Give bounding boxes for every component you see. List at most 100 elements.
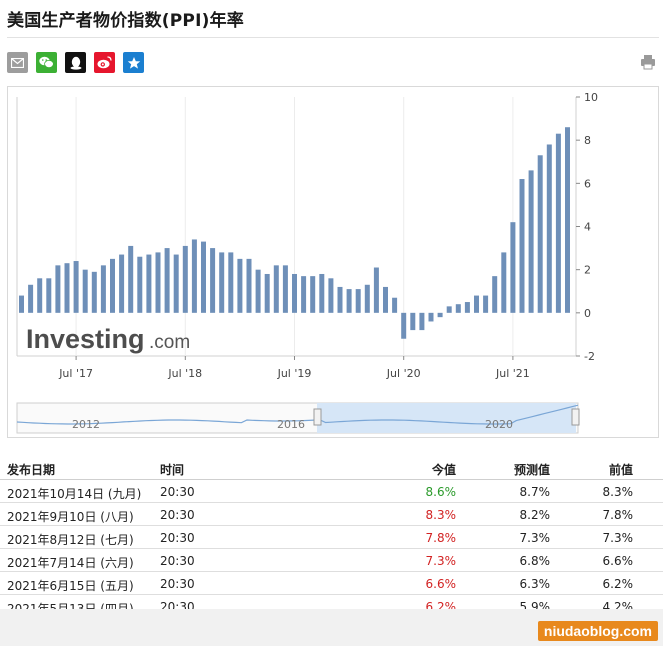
- navigator-selection: [317, 403, 576, 433]
- share-bar: [7, 52, 144, 73]
- ppi-bar: [191, 239, 197, 313]
- ppi-bar: [510, 222, 516, 313]
- x-tick-label: Jul '21: [495, 367, 530, 380]
- ppi-bar: [137, 256, 143, 313]
- ppi-bar: [173, 254, 179, 313]
- ppi-bar: [210, 248, 216, 313]
- weibo-share-button[interactable]: [94, 52, 115, 73]
- ppi-bar: [328, 278, 334, 313]
- ppi-bar: [310, 276, 316, 313]
- ppi-bar: [201, 241, 206, 313]
- row-forecast: 7.3%: [519, 531, 551, 545]
- email-share-button[interactable]: [7, 52, 28, 73]
- row-date: 2021年6月15日 (五月): [7, 579, 134, 593]
- row-previous: 7.3%: [602, 531, 634, 545]
- ppi-bar: [237, 258, 243, 313]
- ppi-bar: [373, 267, 379, 313]
- ppi-bar: [64, 263, 70, 313]
- ppi-bar: [401, 312, 407, 339]
- row-actual: 8.6%: [425, 485, 457, 499]
- x-tick-label: Jul '19: [277, 367, 312, 380]
- ppi-bar: [464, 302, 470, 313]
- navigator-year-label: 2020: [485, 418, 513, 431]
- favorite-share-button[interactable]: [123, 52, 144, 73]
- ppi-bar: [100, 265, 106, 313]
- table-row: 2021年7月14日 (六月) 20:30 7.3% 6.8% 6.6%: [0, 549, 663, 572]
- ppi-bar: [319, 273, 325, 313]
- ppi-bar: [119, 254, 125, 313]
- ppi-bar: [519, 179, 525, 313]
- qq-share-button[interactable]: [65, 52, 86, 73]
- y-tick-label: 8: [584, 134, 591, 147]
- y-tick-label: -2: [584, 350, 595, 363]
- ppi-bar: [273, 265, 279, 313]
- ppi-bar: [437, 312, 443, 318]
- navigator-year-label: 2016: [277, 418, 305, 431]
- row-actual: 6.6%: [425, 577, 457, 591]
- ppi-bar: [364, 284, 370, 313]
- investing-logo-suffix: .com: [149, 332, 190, 353]
- ppi-bar: [555, 133, 561, 313]
- ppi-bar: [128, 245, 134, 313]
- row-forecast: 6.3%: [519, 577, 551, 591]
- ppi-bar: [483, 295, 489, 313]
- y-tick-label: 4: [584, 221, 591, 234]
- ppi-bar: [419, 312, 425, 331]
- ppi-bar: [73, 261, 79, 313]
- ppi-bar: [282, 265, 288, 313]
- wechat-share-button[interactable]: [36, 52, 57, 73]
- ppi-bar: [28, 284, 34, 313]
- row-date: 2021年8月12日 (七月): [7, 533, 134, 547]
- row-previous: 6.6%: [602, 554, 634, 568]
- row-date: 2021年9月10日 (八月): [7, 510, 134, 524]
- table-row: 2021年6月15日 (五月) 20:30 6.6% 6.3% 6.2%: [0, 572, 663, 595]
- ppi-bar: [292, 273, 297, 313]
- header-date: 发布日期: [7, 463, 56, 477]
- x-tick-label: Jul '20: [386, 367, 421, 380]
- ppi-bar: [19, 295, 24, 313]
- ppi-bar: [346, 289, 352, 313]
- ppi-bar: [301, 276, 307, 313]
- ppi-bar: [392, 297, 398, 313]
- ppi-bar: [164, 248, 170, 313]
- ppi-bar: [383, 286, 388, 313]
- ppi-bar-chart: 10 8 6 4 2 0 -2 Jul '17 Jul '18 Jul '19 Jul '20 Jul…: [16, 91, 598, 434]
- row-forecast: 8.7%: [519, 485, 551, 499]
- header-actual: 今值: [431, 463, 456, 477]
- site-watermark: niudaoblog.com: [537, 621, 658, 641]
- row-time: 20:30: [160, 531, 195, 545]
- ppi-bar: [246, 258, 252, 313]
- ppi-bar: [37, 278, 43, 313]
- row-time: 20:30: [160, 554, 195, 568]
- ppi-bar: [410, 312, 416, 331]
- navigator-handle[interactable]: [571, 408, 580, 426]
- ppi-bar: [446, 306, 452, 313]
- row-time: 20:30: [160, 577, 195, 591]
- wechat-icon: [39, 56, 54, 68]
- ppi-bar: [428, 312, 434, 322]
- navigator-year-label: 2012: [72, 418, 100, 431]
- ppi-bar: [337, 286, 343, 313]
- ppi-bar: [46, 278, 52, 313]
- row-date: 2021年10月14日 (九月): [7, 487, 142, 501]
- ppi-bar: [82, 269, 88, 313]
- ppi-bar: [155, 252, 161, 313]
- ppi-bar: [228, 252, 234, 313]
- row-actual: 7.8%: [425, 531, 457, 545]
- page-title: 美国生产者物价指数(PPI)年率: [7, 11, 244, 31]
- ppi-bar: [455, 304, 461, 313]
- ppi-bar: [91, 271, 97, 313]
- row-time: 20:30: [160, 508, 195, 522]
- ppi-bar: [355, 289, 361, 313]
- ppi-bar: [546, 144, 552, 313]
- qq-icon: [70, 56, 81, 70]
- row-previous: 7.8%: [602, 508, 634, 522]
- ppi-bar: [565, 127, 570, 313]
- navigator-series-line: [16, 404, 579, 425]
- header-previous: 前值: [608, 463, 633, 477]
- row-previous: 6.2%: [602, 577, 634, 591]
- ppi-bar: [264, 273, 270, 313]
- print-icon[interactable]: [640, 54, 656, 70]
- navigator-handle[interactable]: [313, 408, 322, 426]
- x-tick-label: Jul '18: [167, 367, 202, 380]
